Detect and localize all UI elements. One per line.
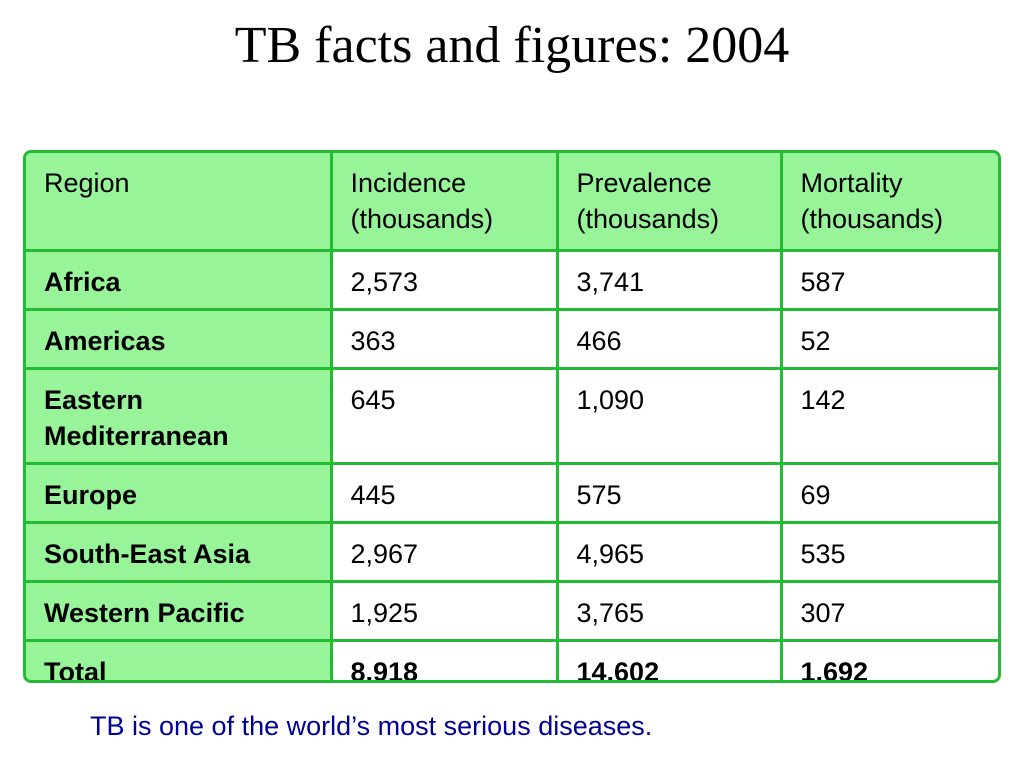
incidence-cell: 2,573 xyxy=(329,248,559,311)
mortality-cell: 587 xyxy=(779,248,998,311)
caption-text: TB is one of the world’s most serious di… xyxy=(90,711,653,741)
table-row-south-east-asia: South-East Asia 2,967 4,965 535 xyxy=(26,520,998,583)
header-incidence: Incidence (thousands) xyxy=(329,153,559,252)
region-cell: Americas xyxy=(26,307,333,370)
incidence-cell: 2,967 xyxy=(329,520,559,583)
header-mortality: Mortality (thousands) xyxy=(779,153,998,252)
tb-table: Region Incidence (thousands) Prevalence … xyxy=(26,153,998,680)
table-row-americas: Americas 363 466 52 xyxy=(26,307,998,370)
prevalence-cell: 4,965 xyxy=(555,520,783,583)
region-cell: Europe xyxy=(26,461,333,524)
header-region: Region xyxy=(26,153,333,252)
table-row-eastern-mediterranean: Eastern Mediterranean 645 1,090 142 xyxy=(26,366,998,465)
table-row-western-pacific: Western Pacific 1,925 3,765 307 xyxy=(26,579,998,642)
incidence-cell: 363 xyxy=(329,307,559,370)
mortality-cell: 52 xyxy=(779,307,998,370)
mortality-cell: 307 xyxy=(779,579,998,642)
incidence-cell: 8,918 xyxy=(329,638,559,680)
table-row-europe: Europe 445 575 69 xyxy=(26,461,998,524)
region-cell: Africa xyxy=(26,248,333,311)
region-cell: Total xyxy=(26,638,333,680)
prevalence-cell: 466 xyxy=(555,307,783,370)
tb-data-table: Region Incidence (thousands) Prevalence … xyxy=(23,150,1001,683)
incidence-cell: 445 xyxy=(329,461,559,524)
mortality-cell: 1,692 xyxy=(779,638,998,680)
prevalence-cell: 3,765 xyxy=(555,579,783,642)
mortality-cell: 535 xyxy=(779,520,998,583)
page-title: TB facts and figures: 2004 xyxy=(234,17,790,74)
region-cell: South-East Asia xyxy=(26,520,333,583)
incidence-cell: 645 xyxy=(329,366,559,465)
header-prevalence: Prevalence (thousands) xyxy=(555,153,783,252)
prevalence-cell: 1,090 xyxy=(555,366,783,465)
prevalence-cell: 575 xyxy=(555,461,783,524)
mortality-cell: 142 xyxy=(779,366,998,465)
region-cell: Western Pacific xyxy=(26,579,333,642)
table-row-africa: Africa 2,573 3,741 587 xyxy=(26,248,998,311)
mortality-cell: 69 xyxy=(779,461,998,524)
prevalence-cell: 3,741 xyxy=(555,248,783,311)
prevalence-cell: 14,602 xyxy=(555,638,783,680)
region-cell: Eastern Mediterranean xyxy=(26,366,333,465)
table-row-total: Total 8,918 14,602 1,692 xyxy=(26,638,998,680)
table-header-row: Region Incidence (thousands) Prevalence … xyxy=(26,153,998,252)
incidence-cell: 1,925 xyxy=(329,579,559,642)
